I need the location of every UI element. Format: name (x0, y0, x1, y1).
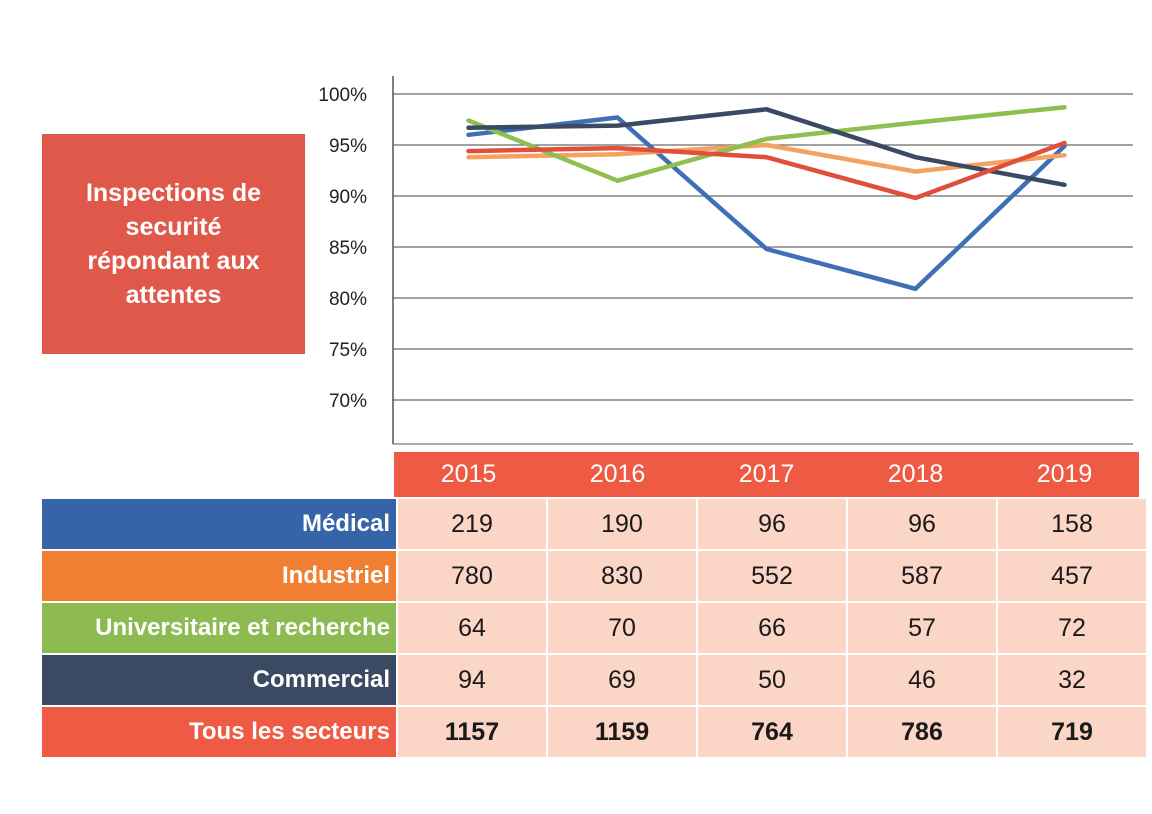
table-cell: 219 (398, 499, 546, 549)
table-cell: 46 (848, 655, 996, 705)
table-cell: 587 (848, 551, 996, 601)
table-cell: 94 (398, 655, 546, 705)
series-line-universitaire-et-recherche (466, 105, 1067, 183)
series-line-commercial (466, 107, 1067, 188)
y-tick-label: 70% (329, 391, 367, 412)
year-header: 2015 2016 2017 2018 2019 (394, 452, 1139, 497)
table-cell: 69 (548, 655, 696, 705)
year-header-cell: 2015 (440, 460, 497, 488)
table-cell: 190 (548, 499, 696, 549)
y-tick-label: 80% (329, 289, 367, 310)
line-chart: 100% 95% 90% 85% 80% 75% 70% (318, 76, 1133, 445)
table-cell: 57 (848, 603, 996, 653)
row-label-universitaire: Universitaire et recherche (42, 603, 396, 653)
table-cell: 50 (698, 655, 846, 705)
table-cell: 786 (848, 707, 996, 757)
row-label-total: Tous les secteurs (42, 707, 396, 757)
chart-title-line: attentes (125, 281, 222, 309)
row-label-industriel: Industriel (42, 551, 396, 601)
row-label-commercial: Commercial (42, 655, 396, 705)
table-cell: 66 (698, 603, 846, 653)
table-cell: 780 (398, 551, 546, 601)
series-line-medical (466, 115, 1067, 292)
chart-title: Inspections de securité répondant aux at… (54, 176, 294, 312)
chart-title-line: securité (125, 213, 222, 241)
data-table: Médical 219 190 96 96 158 Industriel 780… (42, 499, 1146, 759)
table-cell: 96 (848, 499, 996, 549)
year-header-cell: 2017 (738, 460, 795, 488)
y-tick-label: 100% (318, 85, 367, 106)
year-header-cell: 2019 (1036, 460, 1093, 488)
chart-title-line: Inspections de (85, 179, 262, 207)
table-cell: 1157 (398, 707, 546, 757)
row-label-medical: Médical (42, 499, 396, 549)
table-row-industriel: Industriel 780 830 552 587 457 (42, 551, 1146, 601)
table-cell: 72 (998, 603, 1146, 653)
year-header-cell: 2018 (887, 460, 944, 488)
table-cell: 70 (548, 603, 696, 653)
table-cell: 158 (998, 499, 1146, 549)
chart-title-box: Inspections de securité répondant aux at… (42, 134, 305, 354)
y-tick-label: 85% (329, 238, 367, 259)
table-cell: 552 (698, 551, 846, 601)
series-line-tous-les-secteurs (466, 140, 1067, 201)
table-row-commercial: Commercial 94 69 50 46 32 (42, 655, 1146, 705)
year-header-cell: 2016 (589, 460, 646, 488)
y-tick-label: 90% (329, 187, 367, 208)
table-cell: 1159 (548, 707, 696, 757)
table-cell: 64 (398, 603, 546, 653)
table-row-medical: Médical 219 190 96 96 158 (42, 499, 1146, 549)
table-row-total: Tous les secteurs 1157 1159 764 786 719 (42, 707, 1146, 757)
table-cell: 830 (548, 551, 696, 601)
table-cell: 457 (998, 551, 1146, 601)
table-cell: 719 (998, 707, 1146, 757)
chart-title-line: répondant aux (87, 247, 260, 275)
table-cell: 32 (998, 655, 1146, 705)
y-tick-label: 75% (329, 340, 367, 361)
y-tick-label: 95% (329, 136, 367, 157)
table-row-universitaire: Universitaire et recherche 64 70 66 57 7… (42, 603, 1146, 653)
table-cell: 764 (698, 707, 846, 757)
table-cell: 96 (698, 499, 846, 549)
